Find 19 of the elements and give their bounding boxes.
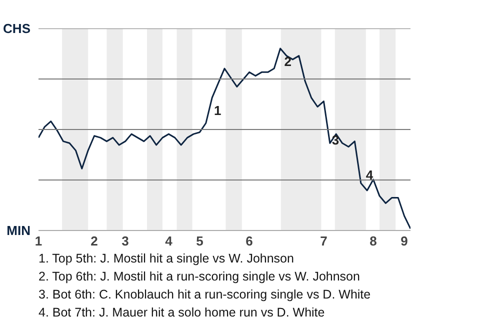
annotation: 3 [332, 132, 340, 148]
x-tick-label: 3 [122, 234, 129, 248]
x-tick-label: 2 [90, 234, 98, 248]
x-tick-label: 4 [165, 234, 174, 248]
text: MIN [6, 223, 31, 238]
x-tick-label: 7 [320, 234, 328, 248]
text: 1. Top 5th: J. Mostil hit a single vs W. Johnson [38, 252, 294, 266]
x-tick-label: 9 [400, 234, 408, 248]
text: CHS [3, 21, 31, 36]
x-tick-label: 6 [246, 234, 253, 248]
text: 3. Bot 6th: C. Knoblauch hit a run-scoring single vs D. White [38, 288, 371, 302]
annotation: 2 [284, 54, 292, 70]
text: 4. Bot 7th: J. Mauer hit a solo home run vs D. White [38, 306, 325, 320]
x-tick-label: 1 [34, 234, 42, 248]
x-tick-label: 5 [196, 234, 204, 248]
x-tick-label: 8 [370, 234, 377, 248]
annotation: 4 [366, 168, 374, 183]
text: 2. Top 6th: J. Mostil hit a run-scoring single vs W. Johnson [38, 270, 360, 284]
annotation: 1 [214, 102, 222, 118]
